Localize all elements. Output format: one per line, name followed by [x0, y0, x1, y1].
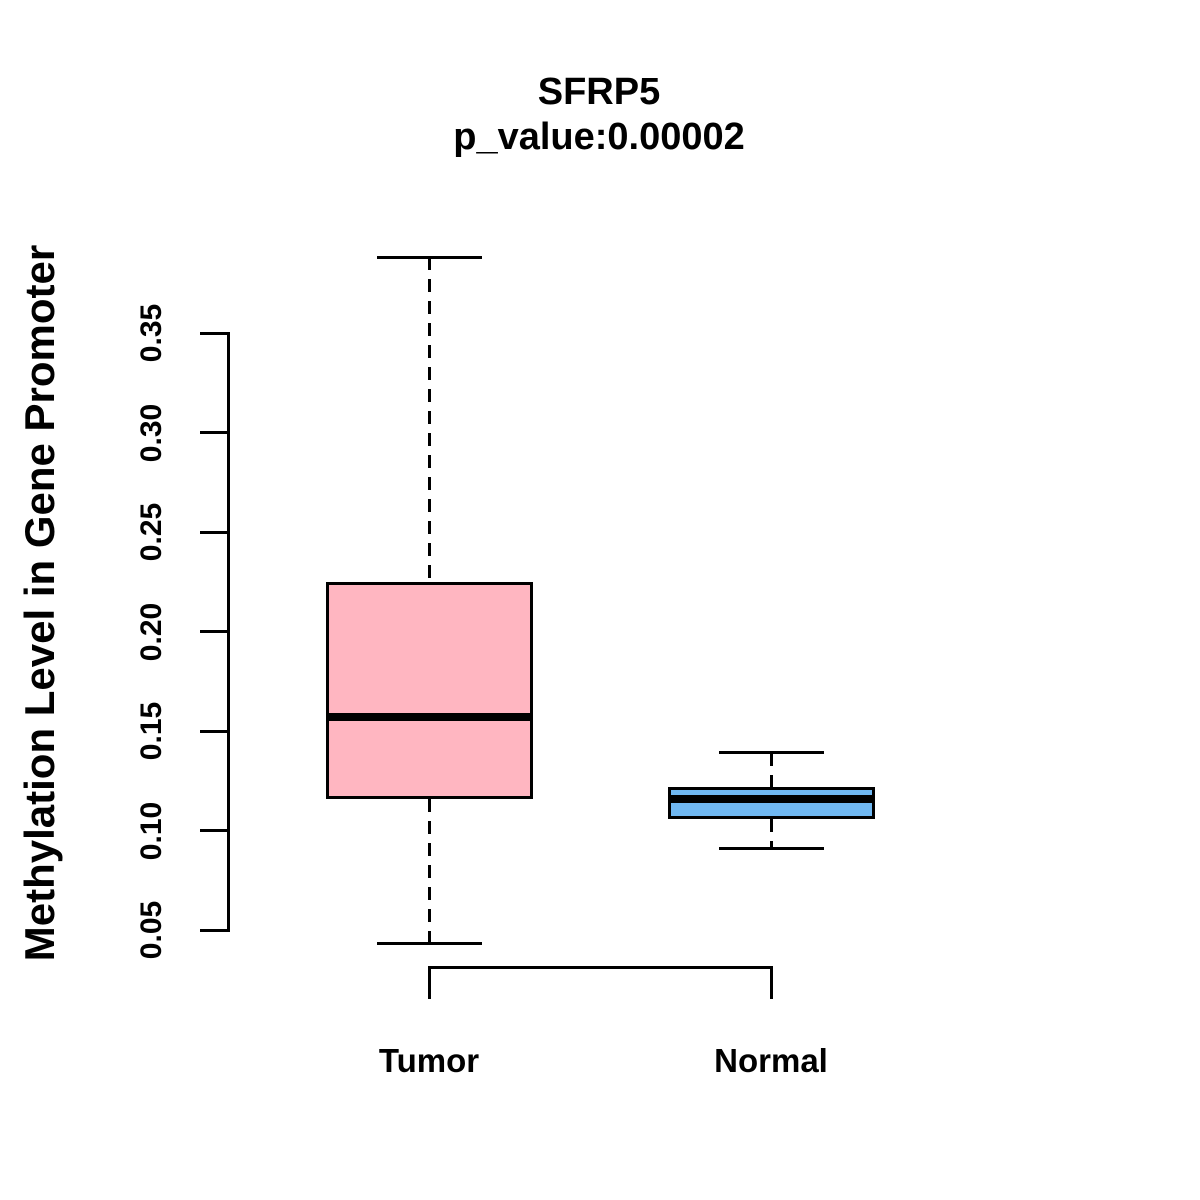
y-axis-tick-label: 0.35: [135, 303, 168, 363]
y-axis-title: Methylation Level in Gene Promoter: [16, 244, 63, 962]
x-axis-line: [427, 965, 773, 969]
upper-whisker: [769, 752, 773, 787]
upper-whisker-cap: [718, 751, 824, 755]
lower-whisker-cap: [718, 846, 824, 850]
x-axis-tick: [427, 965, 431, 999]
y-axis-tick: [200, 928, 227, 932]
x-category-label-normal: Normal: [714, 1042, 828, 1079]
lower-whisker: [769, 818, 773, 849]
iqr-box: [325, 581, 533, 799]
y-axis-tick-label: 0.25: [135, 502, 168, 562]
median-line: [328, 713, 530, 722]
y-axis-tick: [200, 530, 227, 534]
y-axis-tick-label: 0.30: [135, 403, 168, 462]
y-axis-tick: [200, 331, 227, 335]
x-axis-tick: [769, 965, 773, 999]
x-category-label-tumor: Tumor: [378, 1042, 480, 1079]
chart-title: SFRP5: [537, 71, 661, 113]
chart-subtitle-pvalue: p_value:0.00002: [453, 116, 745, 158]
y-axis-tick-label: 0.10: [135, 801, 168, 860]
y-axis-tick: [200, 431, 227, 434]
y-axis-tick-label: 0.05: [135, 900, 168, 960]
lower-whisker-cap: [376, 942, 482, 946]
y-axis-line: [227, 331, 230, 932]
y-axis-tick: [200, 829, 227, 832]
upper-whisker-cap: [376, 255, 482, 259]
y-axis-tick-label: 0.20: [135, 602, 168, 661]
upper-whisker: [427, 257, 431, 582]
y-axis-tick-label: 0.15: [135, 701, 168, 761]
median-line: [670, 794, 872, 803]
y-axis-tick: [200, 630, 227, 633]
y-axis-tick: [200, 729, 227, 733]
lower-whisker: [427, 798, 431, 944]
